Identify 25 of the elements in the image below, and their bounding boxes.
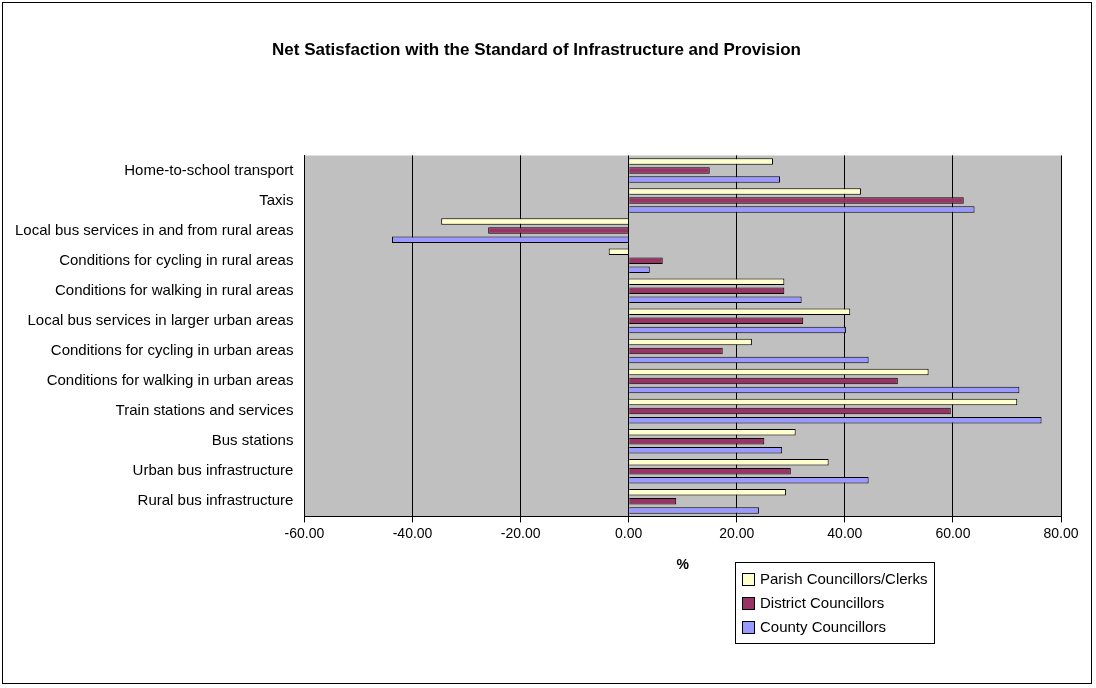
x-tick-label: 80.00 <box>1043 524 1079 541</box>
y-tick-label: Conditions for walking in urban areas <box>46 371 294 389</box>
x-tick-label: 60.00 <box>935 524 971 541</box>
legend-label: County Councillors <box>760 617 886 637</box>
y-tick-label: Rural bus infrastructure <box>137 491 294 509</box>
x-tick-label: 20.00 <box>719 524 755 541</box>
x-tick-label: 0.00 <box>615 524 643 541</box>
x-tick-label: -60.00 <box>284 524 325 541</box>
legend-label: District Councillors <box>760 593 885 613</box>
x-axis-title: % <box>676 556 690 573</box>
y-tick-label: Local bus services in and from rural areas <box>14 220 294 238</box>
y-tick-label: Urban bus infrastructure <box>132 461 294 479</box>
x-tick-label: -20.00 <box>500 524 541 541</box>
chart-title: Net Satisfaction with the Standard of Infrastructure and Provision <box>272 39 801 59</box>
x-tick-label: 40.00 <box>827 524 863 541</box>
y-tick-label: Train stations and services <box>115 401 294 419</box>
y-tick-label: Local bus services in larger urban areas <box>27 311 294 328</box>
y-tick-label: Conditions for walking in rural areas <box>55 280 294 298</box>
x-tick-label: -40.00 <box>392 524 433 541</box>
legend-label: Parish Councillors/Clerks <box>760 569 928 589</box>
y-tick-label: Conditions for cycling in urban areas <box>50 341 294 359</box>
y-tick-label: Home-to-school transport <box>124 160 295 178</box>
y-tick-label: Taxis <box>259 190 294 208</box>
y-tick-label: Conditions for cycling in rural areas <box>59 250 294 268</box>
y-tick-label: Bus stations <box>211 431 294 449</box>
